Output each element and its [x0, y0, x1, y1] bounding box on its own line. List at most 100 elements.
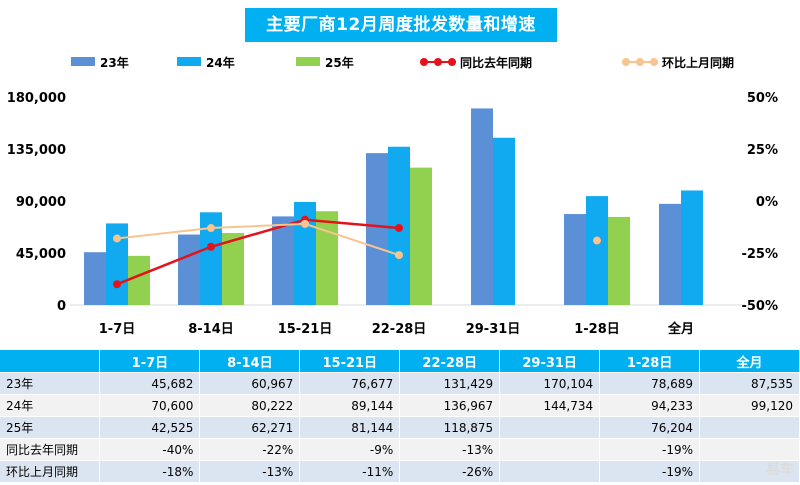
table-cell: -18% — [99, 460, 201, 483]
table-row: 23年 45,682 60,967 76,677 131,429 170,104 78,68… — [0, 372, 800, 395]
line-marker — [301, 219, 309, 228]
bar — [564, 214, 586, 305]
chart-title: 主要厂商12月周度批发数量和增速 — [245, 8, 557, 42]
x-tick-label: 29-31日 — [466, 322, 521, 337]
table-row: 24年 70,600 80,222 89,144 136,967 144,734 94,23… — [0, 394, 800, 417]
y-right-tick-label: 50% — [747, 91, 778, 106]
y-left-tick-label: 180,000 — [7, 91, 66, 106]
bar — [106, 223, 128, 305]
x-tick-label: 8-14日 — [188, 322, 234, 337]
table-cell — [499, 438, 601, 461]
bar — [493, 137, 515, 305]
legend-label: 23年 — [100, 55, 129, 70]
table-header-cell: 1-7日 — [99, 350, 201, 373]
bar — [608, 216, 630, 305]
table-cell: -13% — [399, 438, 501, 461]
table-cell: -40% — [99, 438, 201, 461]
table-cell: -26% — [399, 460, 501, 483]
legend-marker — [622, 58, 630, 66]
line-marker — [395, 251, 403, 260]
table-cell: 80,222 — [199, 394, 301, 417]
chart-area: 主要厂商12月周度批发数量和增速 0 45,000 90,000 135,000 180… — [7, 8, 778, 337]
table-cell: 70,600 — [99, 394, 201, 417]
table-cell: 131,429 — [399, 372, 501, 395]
bar — [316, 211, 338, 305]
legend-swatch — [71, 57, 95, 66]
data-table: 1-7日 8-14日 15-21日 22-28日 29-31日 1-28日 全月 23年 45,… — [0, 350, 800, 483]
table-cell: 81,144 — [299, 416, 401, 439]
bar — [200, 212, 222, 305]
bar — [294, 201, 316, 305]
table-header-cell: 1-28日 — [599, 350, 701, 373]
line-marker — [207, 224, 215, 233]
y-right-tick-label: -25% — [741, 247, 778, 262]
line-marker — [113, 234, 121, 243]
x-tick-label: 15-21日 — [278, 322, 333, 337]
bar — [586, 196, 608, 305]
table-row: 25年 42,525 62,271 81,144 118,875 76,204 — [0, 416, 800, 439]
bar — [471, 108, 493, 305]
table-cell — [499, 460, 601, 483]
line-series — [116, 218, 400, 286]
x-tick-label: 全月 — [667, 321, 694, 337]
legend-swatch — [296, 57, 320, 66]
bar — [128, 255, 150, 305]
table-header-cell: 8-14日 — [199, 350, 301, 373]
table-cell: -19% — [599, 460, 701, 483]
row-label-cell: 环比上月同期 — [0, 460, 101, 483]
table-cell: 99,120 — [699, 394, 800, 417]
chart-svg: 0 45,000 90,000 135,000 180,000 -50% -25% 0% 25%… — [7, 55, 778, 337]
y-left-tick-label: 90,000 — [16, 195, 66, 210]
x-tick-label: 1-28日 — [574, 322, 620, 337]
table-cell: 94,233 — [599, 394, 701, 417]
bar — [366, 153, 388, 305]
legend-label: 24年 — [206, 55, 235, 70]
table-row: 同比去年同期 -40% -22% -9% -13% -19% — [0, 438, 800, 461]
bar — [659, 203, 681, 305]
y-left-tick-label: 135,000 — [7, 143, 66, 158]
x-tick-label: 22-28日 — [372, 322, 427, 337]
table-row: 环比上月同期 -18% -13% -11% -26% -19% — [0, 460, 800, 483]
line-marker — [395, 224, 403, 233]
table-header-cell: 15-21日 — [299, 350, 401, 373]
legend-marker — [420, 58, 428, 66]
table-cell: 78,689 — [599, 372, 701, 395]
table-cell — [699, 438, 800, 461]
legend-marker — [434, 58, 442, 66]
table-header-row: 1-7日 8-14日 15-21日 22-28日 29-31日 1-28日 全月 — [0, 350, 800, 373]
y-left-tick-label: 45,000 — [16, 247, 66, 262]
table-cell: -22% — [199, 438, 301, 461]
bar — [410, 167, 432, 305]
legend-swatch — [177, 57, 201, 66]
table-cell: 89,144 — [299, 394, 401, 417]
table-header-cell: 29-31日 — [499, 350, 601, 373]
row-label-cell: 24年 — [0, 394, 101, 417]
line-marker — [593, 236, 601, 245]
table-cell: 118,875 — [399, 416, 501, 439]
row-label-cell: 25年 — [0, 416, 101, 439]
y-right-tick-label: 0% — [756, 195, 778, 210]
legend-marker — [636, 58, 644, 66]
table-cell: -9% — [299, 438, 401, 461]
row-label-cell: 同比去年同期 — [0, 438, 101, 461]
table-cell — [499, 416, 601, 439]
table-cell: 45,682 — [99, 372, 201, 395]
table-cell: 76,677 — [299, 372, 401, 395]
table-cell: 76,204 — [599, 416, 701, 439]
line-series — [116, 222, 400, 257]
bar — [84, 252, 106, 305]
bar — [272, 216, 294, 305]
table-cell: 144,734 — [499, 394, 601, 417]
table-header-cell: 22-28日 — [399, 350, 501, 373]
table-header-cell: 全月 — [699, 350, 800, 373]
bar — [681, 190, 703, 305]
table-cell — [699, 460, 800, 483]
table-cell: 136,967 — [399, 394, 501, 417]
line-marker — [113, 280, 121, 289]
line-marker — [207, 242, 215, 251]
y-right-tick-label: 25% — [747, 143, 778, 158]
legend-marker — [448, 58, 456, 66]
table-cell: -11% — [299, 460, 401, 483]
table-header-cell — [0, 350, 101, 373]
y-right-tick-label: -50% — [741, 299, 778, 314]
